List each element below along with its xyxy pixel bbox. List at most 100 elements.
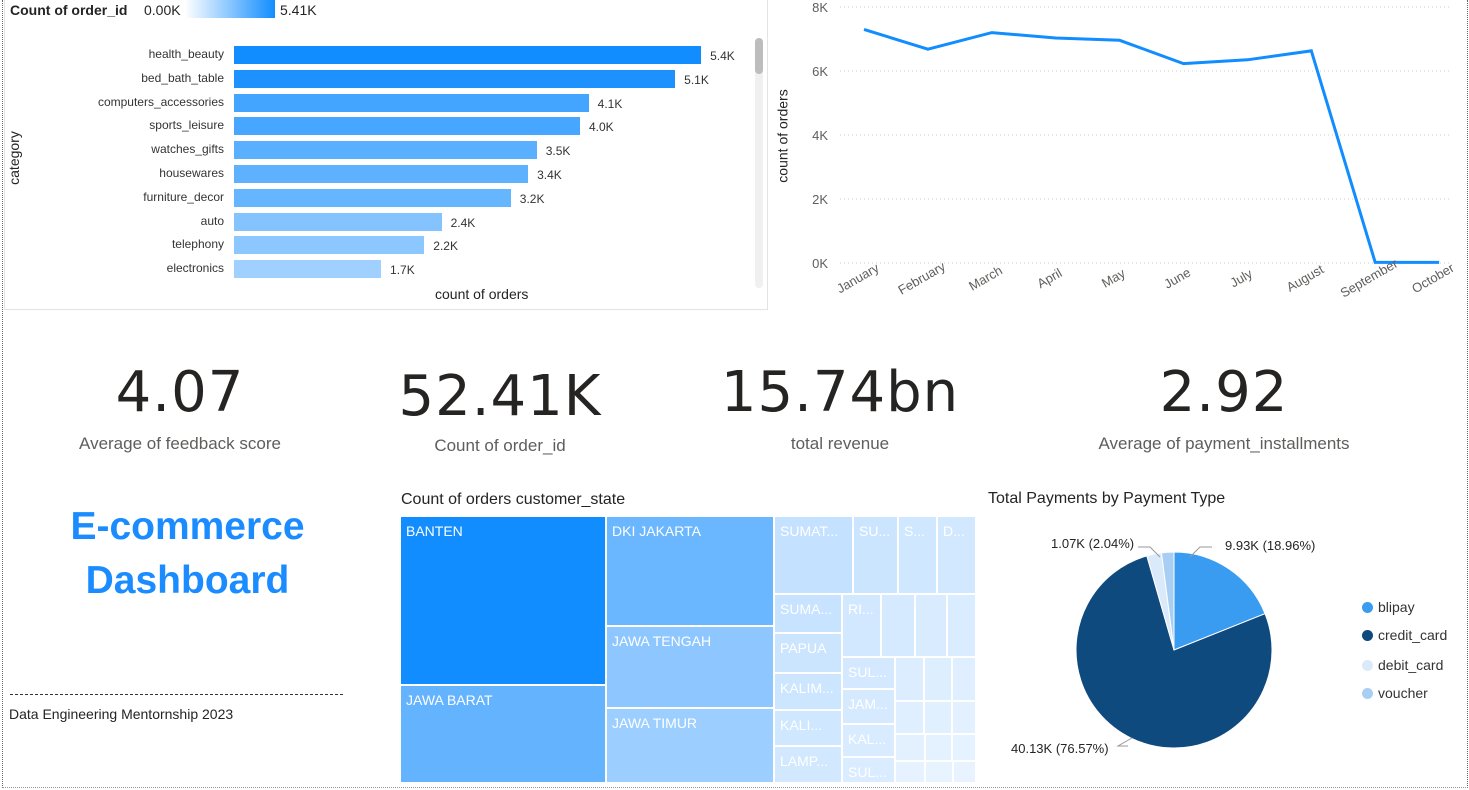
treemap-tile[interactable]: S... bbox=[898, 516, 937, 594]
pie-slice-voucher[interactable] bbox=[1160, 551, 1175, 651]
treemap-tile[interactable]: SU... bbox=[853, 516, 898, 594]
treemap-tile[interactable]: BANTEN bbox=[400, 516, 606, 685]
x-tick-label: February bbox=[895, 258, 948, 297]
treemap-tile[interactable]: SUL... bbox=[842, 757, 895, 783]
leader-line bbox=[1189, 546, 1212, 558]
treemap-tile[interactable]: DKI JAKARTA bbox=[606, 516, 774, 626]
treemap-tile[interactable] bbox=[895, 761, 925, 783]
treemap-tile[interactable] bbox=[952, 701, 976, 734]
legend-item-credit-card[interactable]: credit_card bbox=[1362, 627, 1447, 643]
treemap-tile[interactable]: D... bbox=[937, 516, 976, 594]
treemap-tile[interactable]: JAWA BARAT bbox=[400, 685, 606, 783]
treemap-tile[interactable] bbox=[952, 657, 976, 701]
treemap-tile[interactable]: KALIM... bbox=[774, 673, 842, 710]
pie-label-credit-card: 40.13K (76.57%) bbox=[1011, 741, 1109, 756]
y-tick-label: 0K bbox=[812, 256, 828, 271]
bar[interactable] bbox=[234, 117, 580, 136]
treemap-tile[interactable]: LAMP... bbox=[774, 746, 842, 783]
bar-value-label: 5.1K bbox=[684, 72, 709, 87]
bar-category-label: watches_gifts bbox=[151, 142, 224, 157]
legend-dot bbox=[1362, 660, 1373, 671]
leader-line bbox=[1138, 546, 1161, 558]
legend-item-blipay[interactable]: blipay bbox=[1362, 599, 1415, 615]
kpi-value: 4.07 bbox=[115, 360, 245, 425]
pie-slice-credit-card[interactable] bbox=[1075, 555, 1273, 749]
treemap-tile[interactable] bbox=[895, 701, 924, 734]
treemap-tile[interactable] bbox=[924, 657, 952, 701]
bar[interactable] bbox=[234, 236, 425, 255]
legend-dot bbox=[1362, 688, 1373, 699]
treemap-tile[interactable] bbox=[895, 734, 925, 761]
kpi-label: Average of feedback score bbox=[79, 434, 281, 453]
treemap-tile[interactable] bbox=[952, 734, 976, 761]
pie-svg bbox=[1075, 546, 1273, 749]
treemap-tile[interactable] bbox=[947, 594, 976, 657]
treemap-tile[interactable] bbox=[881, 594, 915, 657]
bar[interactable] bbox=[234, 46, 702, 64]
bar[interactable] bbox=[234, 260, 382, 279]
bar-category-label: housewares bbox=[159, 166, 224, 180]
treemap-tile[interactable]: KAL... bbox=[842, 724, 895, 757]
kpi-value: 15.74bn bbox=[720, 360, 960, 425]
treemap-tile[interactable]: SUL... bbox=[842, 657, 895, 689]
bar[interactable] bbox=[234, 69, 676, 88]
treemap-tile[interactable]: KALI... bbox=[774, 710, 842, 746]
x-tick-label: August bbox=[1284, 261, 1327, 294]
bar-value-label: 5.4K bbox=[710, 49, 735, 63]
pie-slice-blipay[interactable] bbox=[1173, 551, 1266, 651]
x-tick-label: April bbox=[1034, 265, 1064, 291]
kpi-value: 2.92 bbox=[1159, 360, 1289, 425]
legend-item-debit-card[interactable]: debit_card bbox=[1362, 657, 1443, 673]
dashboard-title-line2: Dashboard bbox=[85, 559, 290, 602]
y-tick-label: 8K bbox=[812, 0, 828, 15]
treemap-tile[interactable]: JAWA TIMUR bbox=[606, 708, 774, 783]
x-axis-title: count of orders bbox=[435, 286, 529, 302]
x-tick-label: July bbox=[1227, 266, 1255, 291]
category-bar-chart[interactable]: Count of order_id 0.00K 5.41K category h… bbox=[4, 0, 768, 310]
monthly-orders-line-chart[interactable]: 8K 6K 4K 2K 0K January February March April May Ju… bbox=[770, 0, 1466, 320]
line-chart-svg: 8K 6K 4K 2K 0K January February March April May Ju… bbox=[812, 0, 1457, 300]
dashboard-title: E-commerce Dashboard bbox=[20, 500, 355, 608]
x-tick-label: May bbox=[1099, 265, 1128, 291]
legend-item-voucher[interactable]: voucher bbox=[1362, 685, 1428, 701]
scrollbar-thumb[interactable] bbox=[755, 38, 763, 74]
line-series[interactable] bbox=[863, 27, 1440, 264]
treemap-tile[interactable] bbox=[924, 701, 952, 734]
bar[interactable] bbox=[234, 212, 442, 231]
bar[interactable] bbox=[234, 141, 537, 160]
x-tick-label: January bbox=[834, 260, 882, 296]
state-treemap[interactable]: BANTEN DKI JAKARTA JAWA BARAT JAWA TENGA… bbox=[400, 516, 976, 783]
bar-category-label: electronics bbox=[166, 261, 224, 276]
x-tick-label: October bbox=[1409, 260, 1457, 296]
y-tick-label: 2K bbox=[812, 192, 828, 207]
bar[interactable] bbox=[234, 188, 511, 207]
kpi-label: Average of payment_installments bbox=[1098, 434, 1350, 453]
kpi-label: total revenue bbox=[790, 434, 890, 453]
treemap-tile[interactable] bbox=[925, 761, 953, 783]
treemap-tile[interactable] bbox=[915, 594, 947, 657]
treemap-tile[interactable]: PAPUA bbox=[774, 633, 842, 673]
scrollbar[interactable] bbox=[755, 38, 763, 288]
kpi-label: Count of order_id bbox=[434, 436, 566, 455]
bar[interactable] bbox=[234, 93, 589, 112]
legend-min: 0.00K bbox=[144, 2, 181, 18]
treemap-tile[interactable]: RI... bbox=[842, 594, 881, 657]
treemap-tile[interactable]: SUMA... bbox=[774, 594, 842, 633]
treemap-tile[interactable] bbox=[925, 734, 952, 761]
bar-value-label: 4.1K bbox=[597, 96, 623, 111]
treemap-tile[interactable]: SUMAT... bbox=[774, 516, 853, 594]
treemap-tile[interactable] bbox=[895, 657, 924, 701]
leader-line bbox=[1116, 737, 1133, 747]
treemap-tile[interactable]: JAWA TENGAH bbox=[606, 626, 774, 708]
bar-value-label: 2.2K bbox=[433, 239, 458, 254]
legend-dot bbox=[1362, 602, 1373, 613]
treemap-title: Count of orders customer_state bbox=[401, 491, 626, 508]
bar-category-label: auto bbox=[200, 213, 224, 228]
x-tick-label: September bbox=[1338, 255, 1401, 300]
treemap-tile[interactable] bbox=[953, 761, 976, 783]
treemap-tile[interactable]: JAM... bbox=[842, 689, 895, 724]
bar-category-label: computers_accessories bbox=[97, 94, 224, 109]
x-tick-label: March bbox=[966, 263, 1005, 294]
bar[interactable] bbox=[234, 165, 529, 183]
payment-type-pie-chart[interactable]: 9.93K (18.96%) 1.07K (2.04%) 40.13K (76.… bbox=[990, 520, 1460, 780]
